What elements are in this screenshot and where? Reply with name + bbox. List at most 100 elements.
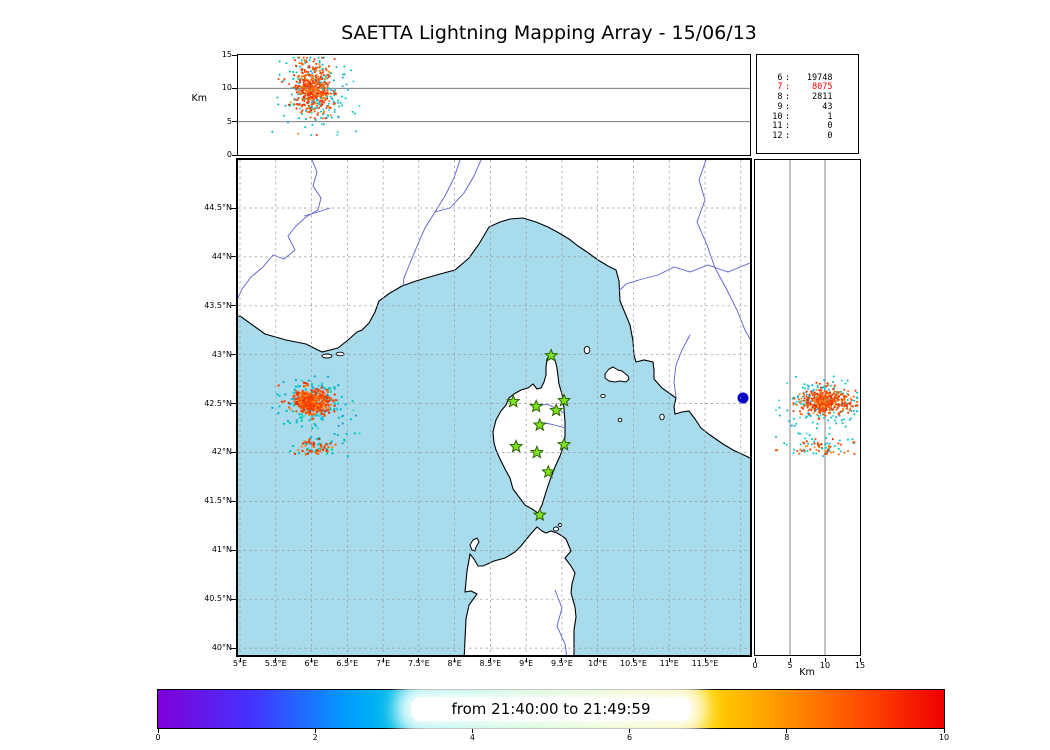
lat-tick-label: 41°N bbox=[211, 545, 232, 555]
map-svg bbox=[237, 159, 750, 655]
station-count-row: 10: 1 bbox=[757, 111, 858, 123]
time-range-label-box: from 21:40:00 to 21:49:59 bbox=[411, 697, 691, 721]
station-count-key: 12 bbox=[772, 131, 783, 142]
lon-tick-label: 9.5°E bbox=[551, 659, 573, 668]
colorbar-tick-label: 0 bbox=[155, 733, 161, 742]
axis-tick bbox=[597, 658, 599, 662]
lat-tick-label: 42°N bbox=[211, 447, 232, 457]
station-count-row: 6: 19748 bbox=[757, 72, 858, 84]
axis-tick bbox=[157, 729, 159, 733]
lat-tick-label: 43.5°N bbox=[204, 300, 232, 310]
lma-station-marker bbox=[556, 436, 571, 451]
alt-tick-label-right: 0 bbox=[752, 661, 758, 670]
colorbar-tick-label: 8 bbox=[784, 733, 790, 742]
axis-tick bbox=[824, 657, 826, 662]
time-colorbar: from 21:40:00 to 21:49:59 bbox=[157, 689, 945, 729]
axis-tick bbox=[786, 729, 788, 733]
axis-tick bbox=[489, 658, 491, 662]
colorbar-tick-label: 10 bbox=[938, 733, 950, 742]
lat-tick-label: 44.5°N bbox=[204, 203, 232, 212]
lon-tick-label: 6.5°E bbox=[336, 659, 359, 668]
station-count-colon: : bbox=[784, 101, 791, 112]
station-count-value: 1 bbox=[827, 111, 833, 122]
station-count-colon: : bbox=[784, 92, 791, 103]
axis-tick bbox=[231, 54, 237, 56]
axis-tick bbox=[471, 729, 473, 733]
station-count-key: 7 bbox=[777, 82, 783, 93]
lon-tick-label: 7.5°E bbox=[407, 659, 430, 668]
figure-title: SAETTA Lightning Mapping Array - 15/06/1… bbox=[341, 22, 757, 44]
lon-tick-label: 5.5°E bbox=[264, 659, 287, 668]
lat-tick-label: 42.5°N bbox=[204, 398, 232, 408]
lma-station-marker bbox=[532, 507, 547, 521]
station-count-key: 10 bbox=[772, 111, 783, 122]
lon-tick-label: 8.5°E bbox=[479, 659, 502, 668]
station-count-value: 2811 bbox=[812, 92, 833, 103]
alt-tick-label-right: 15 bbox=[854, 661, 866, 670]
lma-station-marker bbox=[540, 463, 555, 478]
station-count-colon: : bbox=[784, 111, 791, 122]
alt-tick-label-right: 5 bbox=[787, 661, 793, 670]
lat-tick-label: 40.5°N bbox=[204, 594, 232, 604]
altitude-axis-label-right: Km bbox=[799, 667, 815, 678]
station-count-row: 7: 8075 bbox=[757, 82, 858, 93]
station-count-key: 9 bbox=[777, 101, 783, 112]
axis-tick bbox=[239, 658, 241, 662]
axis-tick bbox=[275, 658, 277, 662]
axis-tick bbox=[230, 305, 236, 307]
lat-tick-label: 41.5°N bbox=[204, 496, 232, 506]
station-count-value: 0 bbox=[827, 121, 833, 132]
lon-tick-label: 11.5°E bbox=[691, 659, 719, 668]
axis-tick bbox=[231, 154, 237, 156]
station-count-key: 8 bbox=[777, 92, 783, 103]
axis-tick bbox=[230, 549, 236, 551]
axis-tick bbox=[230, 207, 236, 209]
geographic-map-panel bbox=[235, 157, 752, 657]
alt-tick-label-top: 10 bbox=[221, 83, 232, 93]
axis-tick bbox=[632, 658, 634, 662]
lma-station-marker bbox=[543, 347, 558, 362]
station-count-row: 8: 2811 bbox=[757, 92, 858, 103]
lon-tick-label: 10°E bbox=[588, 659, 608, 668]
colorbar-tick-label: 2 bbox=[312, 733, 318, 742]
axis-tick bbox=[454, 658, 456, 662]
axis-tick bbox=[230, 403, 236, 405]
colorbar-tick-label: 6 bbox=[627, 733, 633, 742]
axis-tick bbox=[231, 121, 237, 123]
time-range-text: from 21:40:00 to 21:49:59 bbox=[451, 700, 651, 718]
lma-station-marker bbox=[529, 444, 544, 459]
axis-tick bbox=[230, 598, 236, 600]
axis-tick bbox=[668, 658, 670, 662]
axis-tick bbox=[943, 729, 945, 733]
station-count-value: 19748 bbox=[806, 72, 833, 83]
lma-station-marker bbox=[528, 398, 543, 413]
lma-station-marker bbox=[505, 393, 520, 408]
station-count-value: 8075 bbox=[812, 82, 833, 93]
axis-tick bbox=[525, 658, 527, 662]
lon-tick-label: 6°E bbox=[304, 659, 319, 668]
axis-tick bbox=[418, 658, 420, 662]
axis-tick bbox=[561, 658, 563, 662]
axis-tick bbox=[311, 658, 313, 662]
station-count-value: 0 bbox=[827, 131, 833, 142]
lma-station-marker bbox=[556, 392, 571, 407]
axis-tick bbox=[230, 500, 236, 502]
lma-station-marker bbox=[548, 402, 563, 416]
axis-tick bbox=[230, 256, 236, 258]
alt-tick-label-top: 0 bbox=[226, 150, 232, 159]
axis-tick bbox=[314, 729, 316, 733]
axis-tick bbox=[230, 451, 236, 453]
lma-station-marker bbox=[508, 438, 523, 453]
station-count-stats-panel: 6:19748 7:8075 8:2811 9:43 10:1 11:0 12:0 bbox=[755, 53, 859, 154]
altitude-longitude-svg bbox=[237, 56, 750, 136]
station-count-value: 43 bbox=[822, 101, 833, 112]
altitude-axis-label: Km bbox=[191, 93, 207, 104]
station-count-key: 6 bbox=[777, 72, 783, 83]
lon-tick-label: 8°E bbox=[447, 659, 462, 668]
altitude-latitude-svg bbox=[774, 159, 858, 655]
axis-tick bbox=[230, 354, 236, 356]
axis-tick bbox=[346, 658, 348, 662]
station-count-colon: : bbox=[784, 82, 791, 93]
station-count-colon: : bbox=[784, 131, 791, 142]
